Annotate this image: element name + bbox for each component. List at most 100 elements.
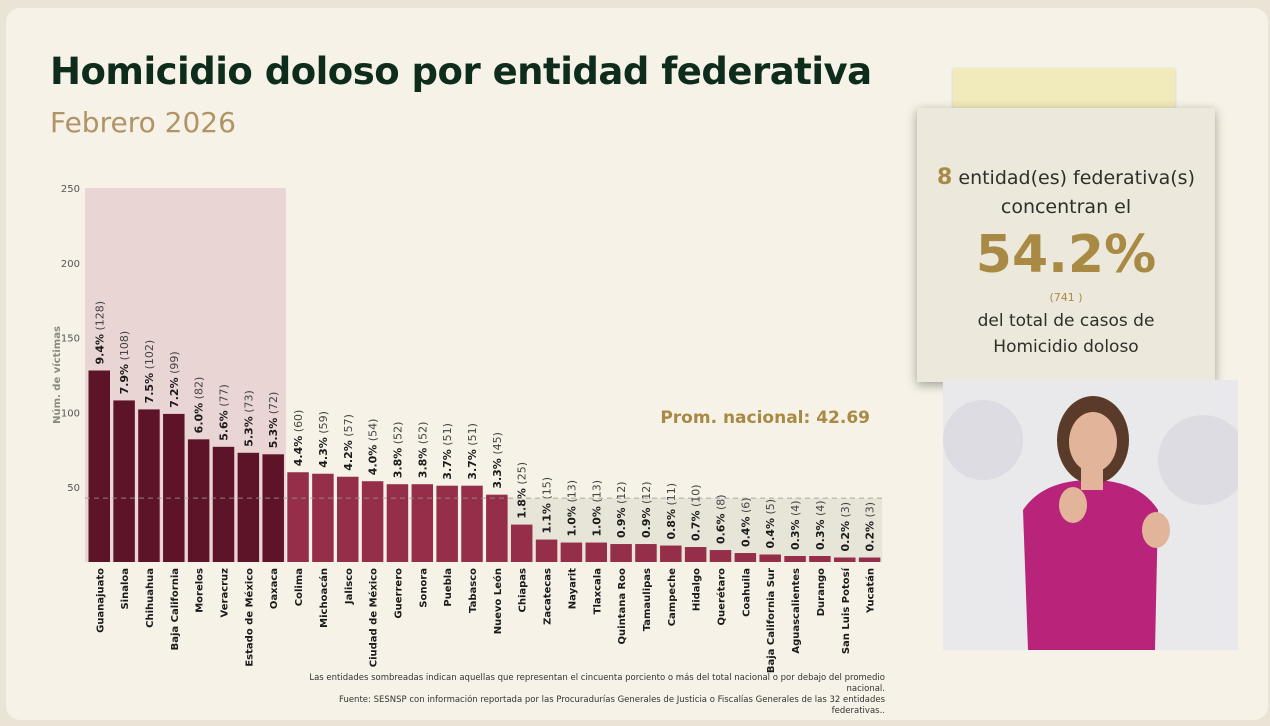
x-tick-label: Campeche xyxy=(667,568,678,626)
data-label: 5.3% (73) xyxy=(242,390,255,447)
x-tick-label: Aguascalientes xyxy=(791,568,802,654)
data-label: 4.3% (59) xyxy=(317,411,330,468)
bar-guanajuato xyxy=(88,370,110,562)
x-tick-label: Veracruz xyxy=(220,568,231,618)
data-label: 4.4% (60) xyxy=(292,410,305,467)
data-label: 1.1% (15) xyxy=(541,477,554,534)
data-label: 0.8% (11) xyxy=(665,483,678,540)
bar-nuevo-león xyxy=(486,494,508,562)
bar-baja-california xyxy=(163,413,185,562)
x-tick-label: Oaxaca xyxy=(269,568,280,609)
x-tick-label: Hidalgo xyxy=(692,568,703,611)
bar-chihuahua xyxy=(138,409,160,562)
footnote: Las entidades sombreadas indican aquella… xyxy=(300,673,885,717)
x-tick-label: Michoacán xyxy=(318,568,330,628)
summary-line3: del total de casos de xyxy=(977,311,1155,331)
data-label: 1.8% (25) xyxy=(516,462,529,519)
data-label: 3.7% (51) xyxy=(466,423,479,480)
data-label: 0.3% (4) xyxy=(789,500,802,550)
bar-nayarit xyxy=(560,542,583,562)
data-label: 1.0% (13) xyxy=(565,480,578,537)
data-label: 0.2% (3) xyxy=(839,502,852,552)
footnote-line1: Las entidades sombreadas indican aquella… xyxy=(309,673,885,694)
data-label: 6.0% (82) xyxy=(193,377,206,434)
bar-michoacán xyxy=(312,473,334,562)
x-tick-label: Estado de México xyxy=(243,568,255,667)
sign-language-interpreter-video xyxy=(943,380,1238,650)
data-label: 4.2% (57) xyxy=(342,414,355,471)
data-label: 0.6% (8) xyxy=(715,494,728,544)
bar-zacatecas xyxy=(535,539,558,562)
bar-campeche xyxy=(660,545,682,562)
data-label: 1.0% (13) xyxy=(590,480,603,537)
data-label: 0.7% (10) xyxy=(690,484,703,541)
data-label: 0.2% (3) xyxy=(864,502,877,552)
bar-san-luis-potosí xyxy=(834,557,856,562)
data-label: 3.8% (52) xyxy=(391,422,404,479)
data-label: 3.3% (45) xyxy=(491,432,504,489)
y-tick-label: 100 xyxy=(61,408,80,419)
x-tick-label: Coahuila xyxy=(741,568,752,617)
bar-estado-de-méxico xyxy=(237,452,260,562)
x-tick-label: Ciudad de México xyxy=(368,568,380,667)
x-tick-label: Durango xyxy=(816,568,827,616)
footnote-source: Fuente: SESNSP con información reportada… xyxy=(339,695,885,716)
bar-tabasco xyxy=(461,485,483,562)
bar-veracruz xyxy=(212,446,235,562)
bar-aguascalientes xyxy=(784,556,806,562)
bar-tlaxcala xyxy=(585,542,607,562)
data-label: 5.6% (77) xyxy=(218,384,231,441)
x-tick-label: Baja California Sur xyxy=(766,568,777,673)
x-tick-label: Sinaloa xyxy=(120,568,131,610)
summary-line4: Homicidio doloso xyxy=(993,337,1139,357)
bar-baja-california-sur xyxy=(759,554,781,562)
x-tick-label: Nuevo León xyxy=(492,568,504,634)
bar-jalisco xyxy=(337,476,359,562)
y-tick-label: 200 xyxy=(61,259,80,270)
summary-percent: 54.2% xyxy=(975,225,1157,285)
bar-sinaloa xyxy=(113,400,135,562)
data-label: 3.7% (51) xyxy=(441,423,454,480)
data-label: 0.4% (6) xyxy=(739,497,752,547)
x-tick-label: Chihuahua xyxy=(145,568,156,628)
bar-querétaro xyxy=(709,550,732,562)
data-label: 9.4% (128) xyxy=(93,301,106,365)
data-label: 4.0% (54) xyxy=(367,419,380,476)
x-tick-label: Guerrero xyxy=(393,568,404,619)
x-tick-label: Morelos xyxy=(195,568,206,613)
bar-quintana-roo xyxy=(610,544,632,562)
bar-sonora xyxy=(411,484,434,562)
bar-yucatán xyxy=(858,557,881,562)
data-label: 0.4% (5) xyxy=(764,499,777,549)
summary-card: 8 entidad(es) federativa(s) concentran e… xyxy=(917,108,1215,382)
x-tick-label: San Luis Potosí xyxy=(840,567,852,654)
y-tick-label: 250 xyxy=(61,184,80,195)
bar-colima xyxy=(287,472,309,562)
data-label: 0.9% (12) xyxy=(615,481,628,538)
entity-count: 8 xyxy=(937,165,953,190)
data-label: 0.3% (4) xyxy=(814,500,827,550)
page-title: Homicidio doloso por entidad federativa xyxy=(50,50,872,93)
bar-durango xyxy=(809,556,831,562)
x-tick-label: Guanajuato xyxy=(95,568,106,633)
bar-chiapas xyxy=(510,524,533,562)
x-tick-label: Sonora xyxy=(418,568,429,608)
x-tick-label: Puebla xyxy=(443,568,454,607)
bar-oaxaca xyxy=(262,454,284,562)
bar-coahuila xyxy=(734,553,757,562)
page-subtitle: Febrero 2026 xyxy=(50,106,236,139)
bar-puebla xyxy=(436,485,458,562)
y-tick-label: 50 xyxy=(67,483,80,494)
x-tick-label: Tabasco xyxy=(468,568,479,613)
x-tick-label: Chiapas xyxy=(518,568,529,613)
x-tick-label: Nayarit xyxy=(567,568,578,609)
data-label: 5.3% (72) xyxy=(267,392,280,449)
x-tick-label: Jalisco xyxy=(344,568,355,605)
data-label: 3.8% (52) xyxy=(416,422,429,479)
x-tick-label: Zacatecas xyxy=(543,568,554,625)
x-tick-label: Quintana Roo xyxy=(617,568,628,645)
bar-guerrero xyxy=(386,484,409,562)
x-tick-label: Tlaxcala xyxy=(592,568,603,614)
bar-tamaulipas xyxy=(635,544,657,562)
